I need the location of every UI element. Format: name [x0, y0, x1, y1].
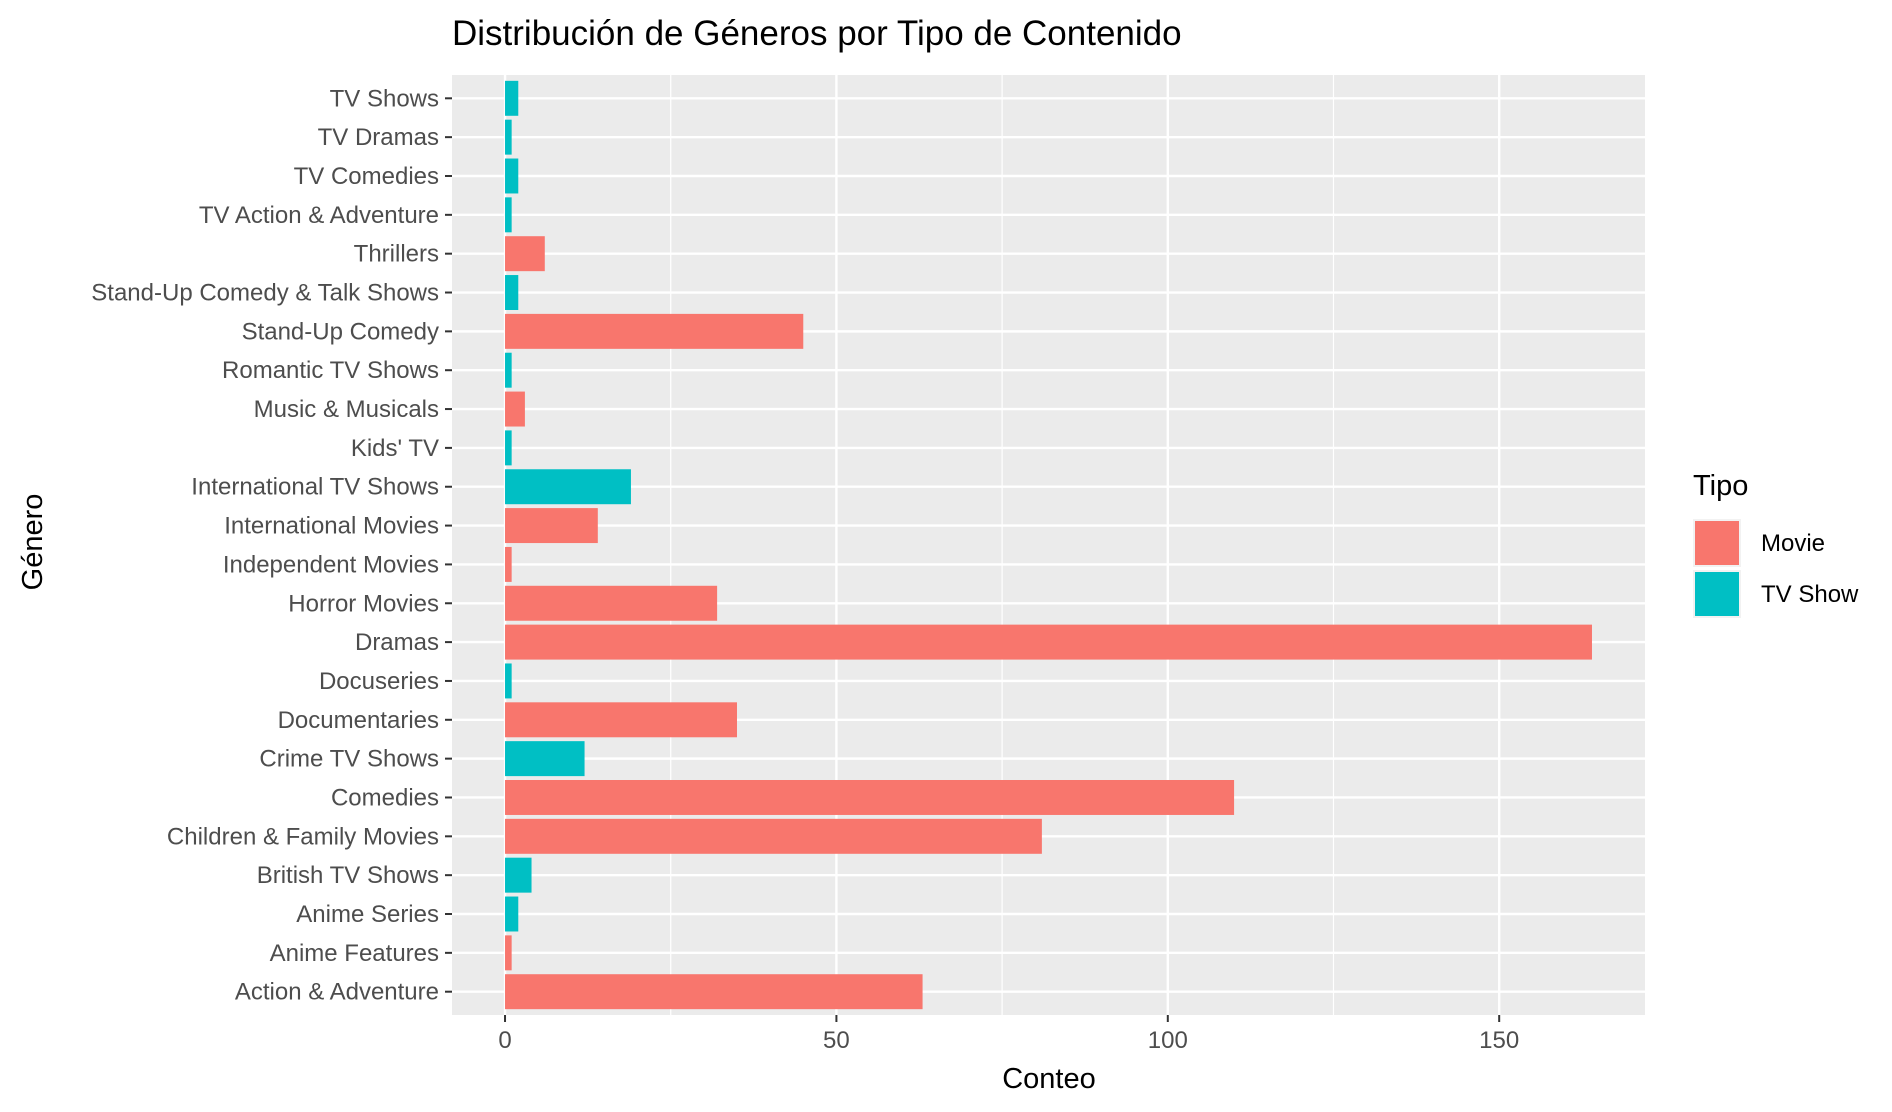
y-tick-label-international-tv-shows: International TV Shows [191, 474, 439, 501]
x-tick-label: 0 [498, 1027, 511, 1054]
bar-international-tv-shows [505, 469, 631, 505]
bar-romantic-tv-shows [505, 352, 512, 388]
grid-lines [452, 75, 1645, 1015]
legend-label-movie: Movie [1761, 530, 1825, 557]
panel-background [452, 75, 1645, 1015]
chart-title: Distribución de Géneros por Tipo de Cont… [452, 14, 1182, 53]
bar-horror-movies [505, 585, 718, 621]
y-tick-label-tv-action-adventure: TV Action & Adventure [199, 202, 439, 229]
y-tick-label-action-adventure: Action & Adventure [235, 979, 439, 1006]
y-axis: Action & Adventure Anime Features Anime Se… [91, 85, 452, 1006]
bar-tv-shows [505, 80, 519, 116]
y-tick-label-tv-comedies: TV Comedies [294, 163, 439, 190]
bar-crime-tv-shows [505, 741, 585, 777]
y-tick-label-documentaries: Documentaries [278, 707, 439, 734]
bar-tv-comedies [505, 158, 519, 194]
y-tick-label-international-movies: International Movies [224, 513, 439, 540]
bar-kids-tv [505, 430, 512, 466]
y-tick-label-thrillers: Thrillers [354, 241, 439, 268]
bar-action-adventure [505, 974, 923, 1010]
bar-british-tv-shows [505, 857, 532, 893]
bar-stand-up-comedy-talk-shows [505, 275, 519, 310]
y-tick-label-stand-up-comedy: Stand-Up Comedy [242, 318, 439, 345]
y-tick-label-comedies: Comedies [331, 784, 439, 811]
bar-docuseries [505, 663, 512, 699]
bars [505, 80, 1592, 1010]
y-tick-label-music-musicals: Music & Musicals [254, 396, 439, 423]
y-tick-label-horror-movies: Horror Movies [288, 590, 439, 617]
y-tick-label-stand-up-comedy-talk-shows: Stand-Up Comedy & Talk Shows [91, 280, 439, 307]
bar-stand-up-comedy [505, 313, 804, 349]
bar-documentaries [505, 702, 737, 738]
y-tick-label-independent-movies: Independent Movies [223, 551, 439, 578]
legend-swatch-movie [1695, 521, 1739, 565]
y-tick-label-anime-features: Anime Features [270, 940, 439, 967]
x-tick-label: 100 [1148, 1027, 1188, 1054]
bar-thrillers [505, 236, 545, 272]
x-axis-title: Conteo [1002, 1063, 1096, 1095]
bar-anime-features [505, 935, 512, 971]
y-tick-label-docuseries: Docuseries [319, 668, 439, 695]
y-tick-label-children-family-movies: Children & Family Movies [167, 823, 439, 850]
x-tick-label: 50 [823, 1027, 850, 1054]
y-tick-label-dramas: Dramas [355, 629, 439, 656]
bar-children-family-movies [505, 818, 1042, 854]
legend-swatch-tv-show [1695, 572, 1739, 616]
bar-international-movies [505, 508, 598, 544]
bar-independent-movies [505, 546, 512, 582]
bar-dramas [505, 624, 1592, 660]
legend-title: Tipo [1693, 470, 1748, 502]
y-axis-title: Género [17, 494, 49, 591]
y-tick-label-tv-dramas: TV Dramas [318, 124, 439, 151]
x-tick-label: 150 [1479, 1027, 1519, 1054]
y-tick-label-kids-tv: Kids' TV [351, 435, 439, 462]
y-tick-label-romantic-tv-shows: Romantic TV Shows [222, 357, 439, 384]
bar-comedies [505, 780, 1235, 815]
plot-panel [452, 75, 1645, 1015]
bar-anime-series [505, 896, 519, 932]
legend: Tipo Movie TV Show [1693, 470, 1859, 618]
y-tick-label-british-tv-shows: British TV Shows [257, 862, 439, 889]
bar-music-musicals [505, 391, 525, 427]
y-tick-label-tv-shows: TV Shows [330, 85, 439, 112]
x-axis: 0 50 100 150 [498, 1015, 1519, 1054]
legend-label-tv-show: TV Show [1761, 581, 1859, 608]
y-tick-label-anime-series: Anime Series [296, 901, 439, 928]
y-tick-label-crime-tv-shows: Crime TV Shows [259, 746, 439, 773]
bar-tv-action-adventure [505, 197, 512, 233]
bar-tv-dramas [505, 119, 512, 155]
